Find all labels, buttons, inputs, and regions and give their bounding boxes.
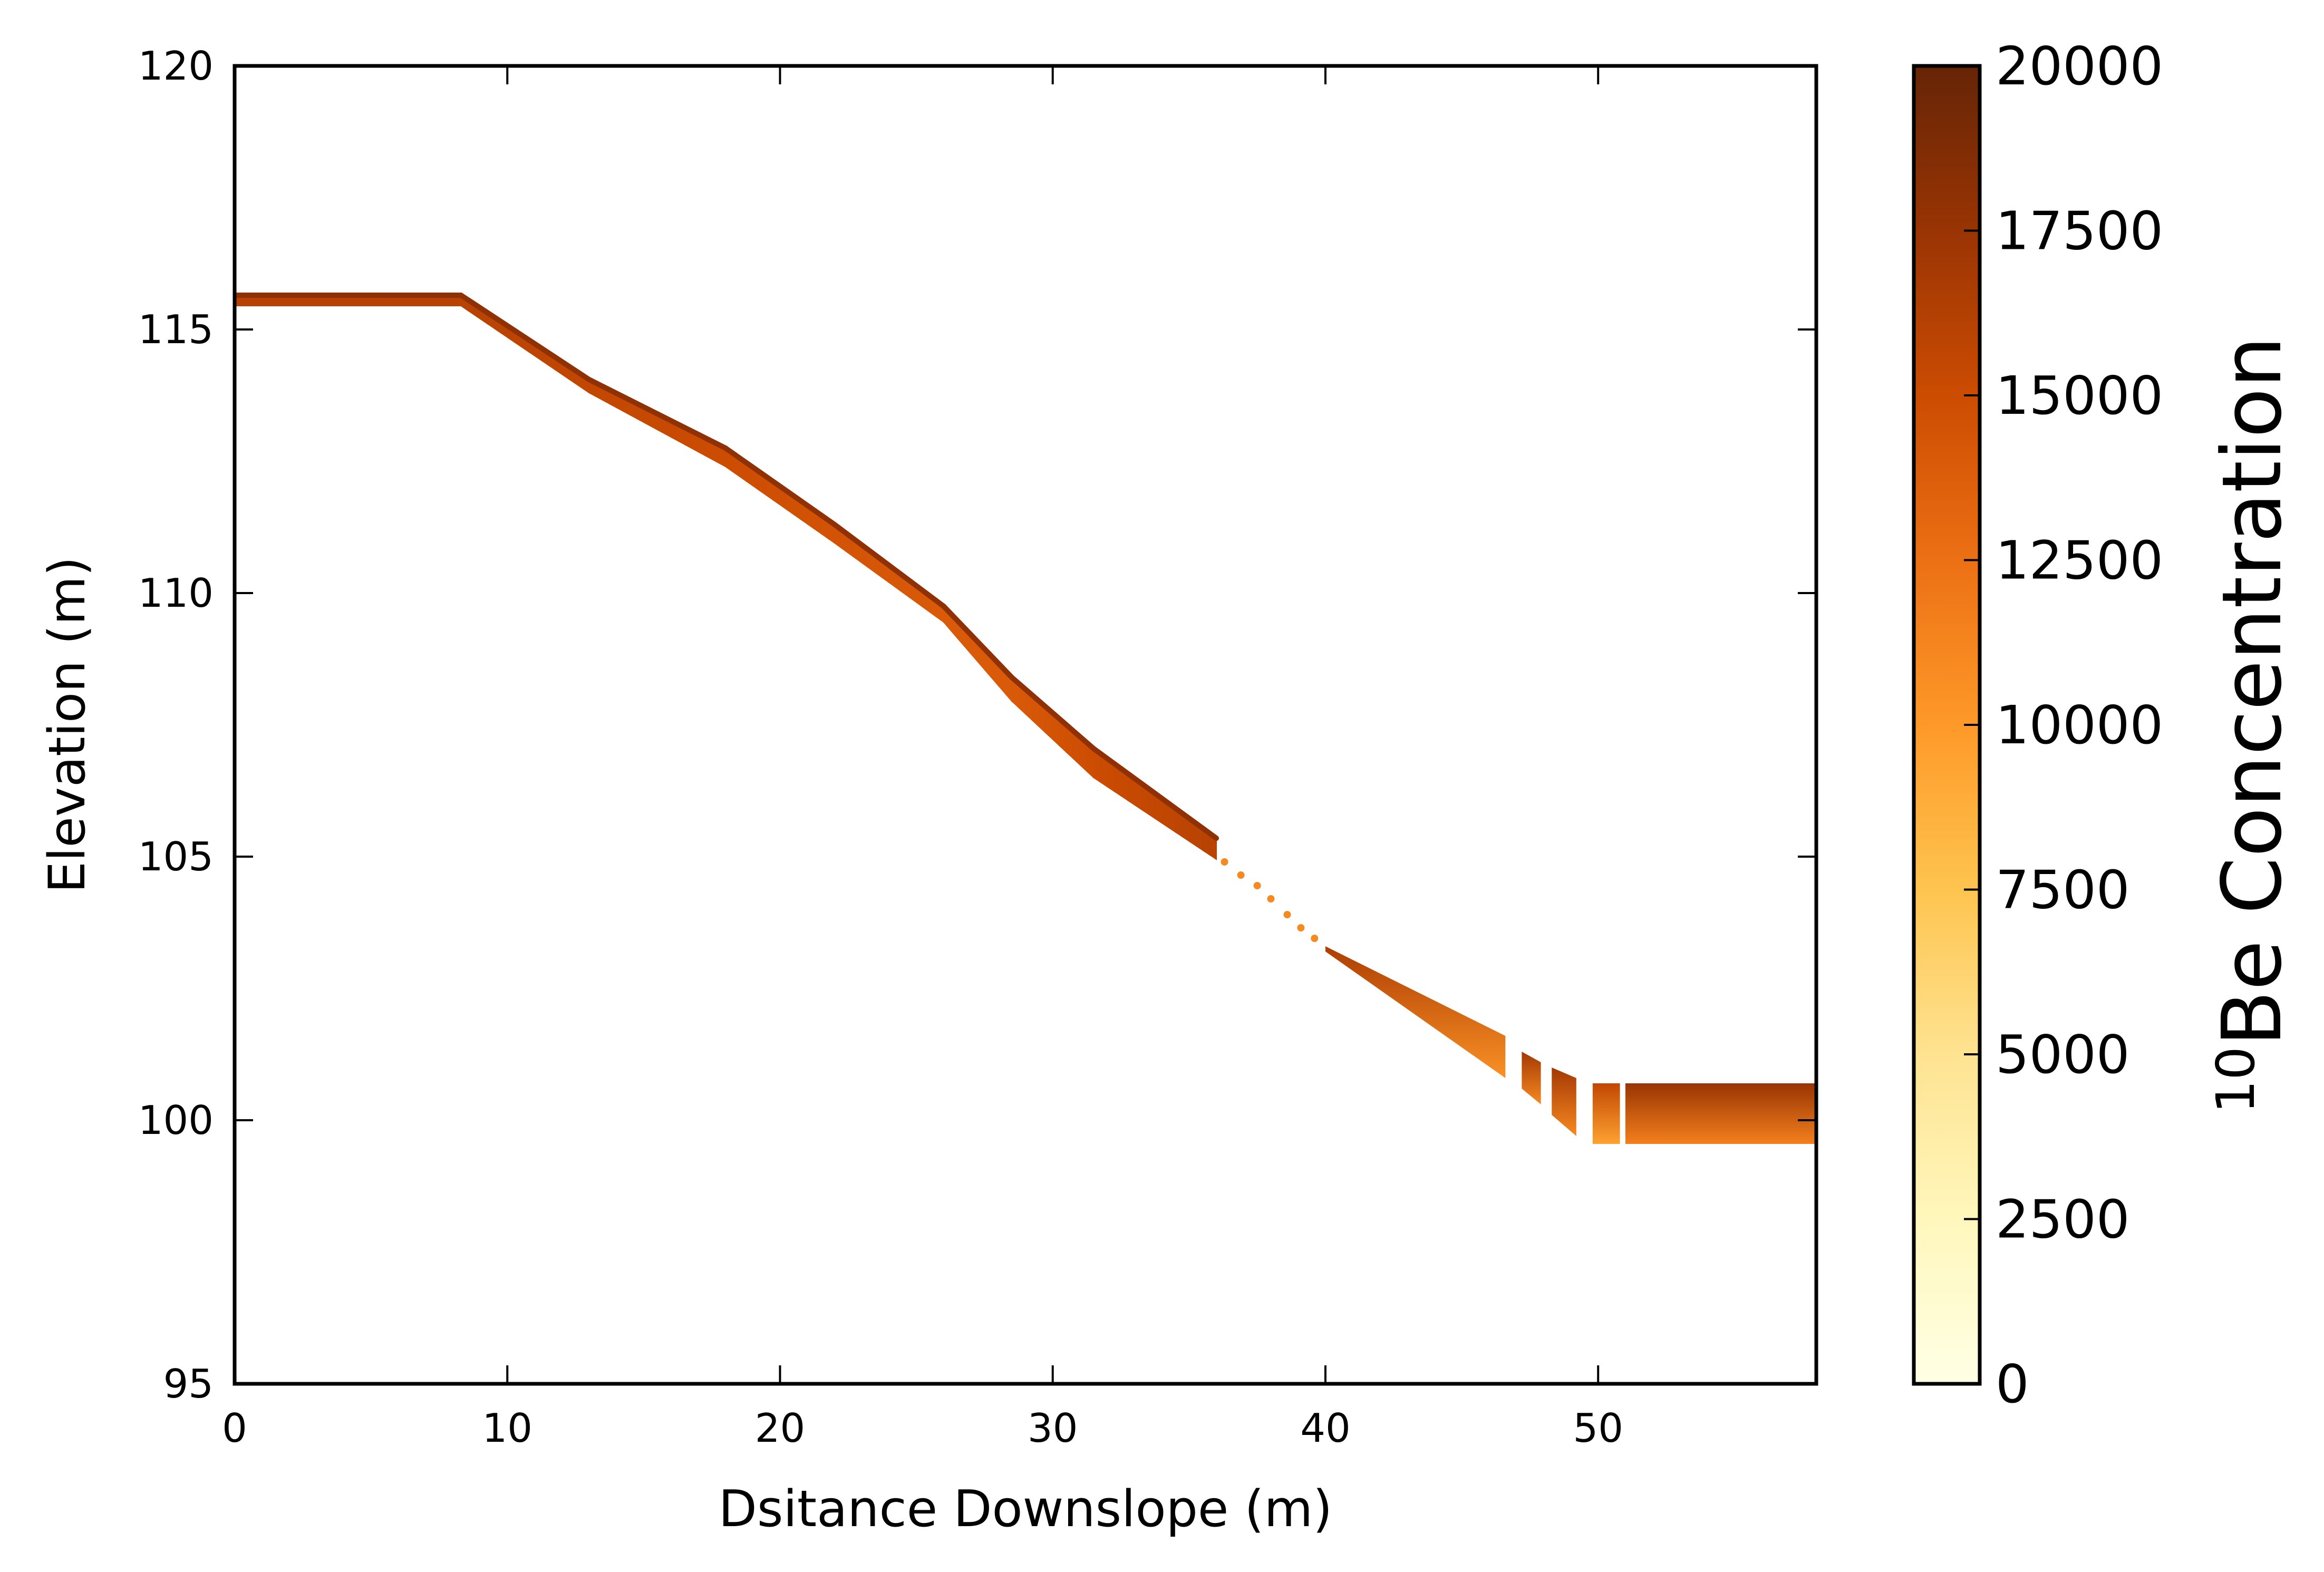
colorbar-tick-label: 0 xyxy=(1996,1353,2029,1415)
profile-surface-line xyxy=(941,604,1015,680)
y-tick-label: 120 xyxy=(138,43,214,89)
colorbar-title-text: Be Concentration xyxy=(2204,336,2300,1046)
plot-frame xyxy=(233,64,1818,1386)
svg-text:10Be Concentration: 10Be Concentration xyxy=(2204,336,2300,1114)
profile-surface-line xyxy=(458,293,592,382)
x-tick-label: 20 xyxy=(755,1405,805,1451)
profile-surface-line xyxy=(586,377,729,451)
sample-point xyxy=(1221,858,1228,866)
sample-point xyxy=(1311,935,1319,942)
profile-surface-line xyxy=(1091,746,1219,841)
sample-point xyxy=(1237,871,1245,879)
profile-lower-segment xyxy=(1325,946,1506,1078)
x-axis-title: Dsitance Downslope (m) xyxy=(719,1480,1332,1538)
sample-point xyxy=(1283,911,1291,918)
profile-lower-segment xyxy=(1592,1083,1620,1144)
profile-surface-line xyxy=(1009,675,1097,751)
colorbar-tick-label: 15000 xyxy=(1996,365,2163,426)
y-tick-label: 100 xyxy=(138,1097,214,1143)
colorbar-tick-label: 2500 xyxy=(1996,1189,2130,1250)
x-tick-label: 50 xyxy=(1573,1405,1623,1451)
profile-surface-line xyxy=(831,522,946,609)
y-tick-label: 95 xyxy=(163,1361,214,1407)
y-axis: 95 100 105 110 115 120 xyxy=(138,43,1816,1407)
x-tick-label: 0 xyxy=(222,1405,247,1451)
profile-lower-segment xyxy=(1522,1052,1541,1104)
y-tick-label: 115 xyxy=(138,306,214,353)
data-layer xyxy=(235,293,1816,1144)
colorbar-tick-label: 20000 xyxy=(1996,35,2163,97)
profile-lower-segment xyxy=(1625,1083,1816,1144)
y-axis-title: Elevation (m) xyxy=(38,557,96,893)
y-tick-label: 110 xyxy=(138,570,214,616)
profile-surface-line xyxy=(723,445,837,527)
x-tick-label: 10 xyxy=(482,1405,532,1451)
colorbar-title-superscript: 10 xyxy=(2205,1046,2267,1113)
sample-point xyxy=(1267,895,1275,903)
colorbar-ticks: 0 2500 5000 7500 10000 12500 15000 17500 20000 xyxy=(1964,35,2163,1415)
colorbar-tick-label: 5000 xyxy=(1996,1024,2130,1085)
y-tick-label: 105 xyxy=(138,833,214,880)
colorbar-tick-label: 10000 xyxy=(1996,694,2163,756)
x-axis: 0 10 20 30 40 50 xyxy=(222,66,1623,1451)
x-tick-label: 30 xyxy=(1028,1405,1078,1451)
sample-point xyxy=(1297,924,1305,931)
colorbar: 0 2500 5000 7500 10000 12500 15000 17500 20000 1… xyxy=(1912,35,2300,1415)
colorbar-tick-label: 12500 xyxy=(1996,530,2163,591)
x-tick-label: 40 xyxy=(1300,1405,1350,1451)
profile-lower-segment xyxy=(1552,1068,1576,1136)
colorbar-title: 10Be Concentration xyxy=(2204,336,2300,1114)
colorbar-tick-label: 7500 xyxy=(1996,859,2130,921)
sample-point xyxy=(1253,882,1261,889)
colorbar-tick-label: 17500 xyxy=(1996,200,2163,262)
